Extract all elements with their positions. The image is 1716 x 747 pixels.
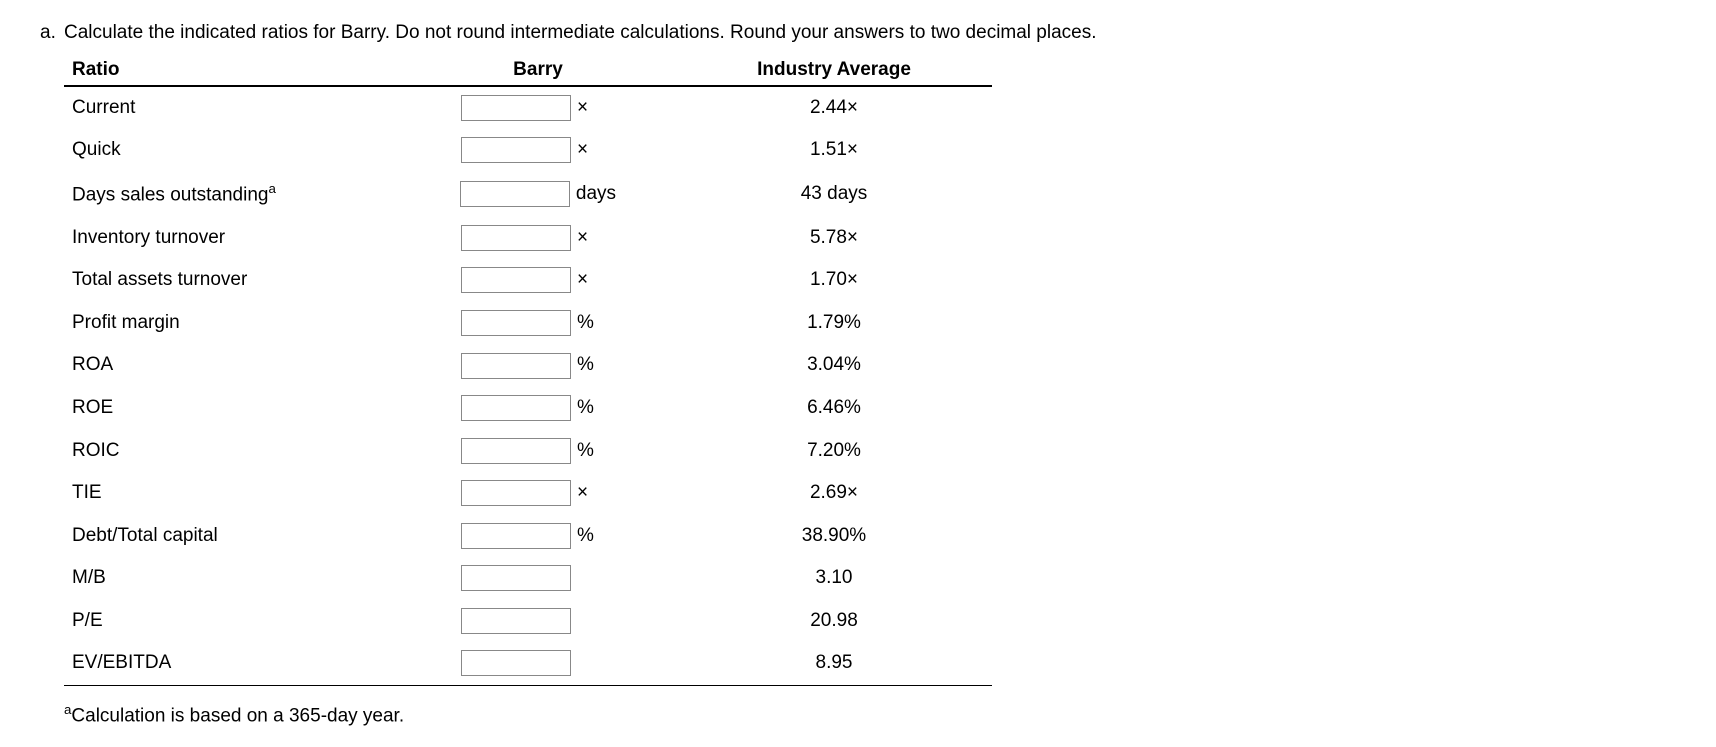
ratio-label: Days sales outstandinga: [64, 172, 400, 217]
table-row: Debt/Total capital% 38.90%: [64, 515, 992, 558]
ratio-label: P/E: [64, 600, 400, 642]
barry-input[interactable]: [461, 565, 571, 591]
ratio-label: TIE: [64, 472, 400, 515]
barry-cell: ×: [400, 86, 676, 130]
header-barry: Barry: [400, 55, 676, 86]
question-instruction: a.Calculate the indicated ratios for Bar…: [40, 20, 1676, 47]
ratio-label: M/B: [64, 557, 400, 599]
table-row: Quick × 1.51×: [64, 129, 992, 172]
barry-cell: %: [400, 344, 676, 387]
barry-input[interactable]: [461, 310, 571, 336]
industry-value: 2.44×: [676, 86, 992, 130]
table-row: Current × 2.44×: [64, 86, 992, 130]
ratio-label: ROE: [64, 387, 400, 430]
instruction-text: Calculate the indicated ratios for Barry…: [64, 22, 1097, 43]
barry-input[interactable]: [461, 438, 571, 464]
table-row: TIE × 2.69×: [64, 472, 992, 515]
barry-unit: ×: [577, 478, 615, 508]
ratio-label: EV/EBITDA: [64, 642, 400, 685]
barry-unit: ×: [577, 223, 615, 253]
industry-value: 6.46%: [676, 387, 992, 430]
table-row: ROIC% 7.20%: [64, 430, 992, 473]
industry-value: 1.51×: [676, 129, 992, 172]
barry-cell: [400, 557, 676, 599]
table-row: Inventory turnover × 5.78×: [64, 217, 992, 260]
table-row: ROA% 3.04%: [64, 344, 992, 387]
industry-value: 2.69×: [676, 472, 992, 515]
barry-input[interactable]: [460, 181, 570, 207]
barry-cell: %: [400, 302, 676, 345]
industry-value: 3.10: [676, 557, 992, 599]
industry-value: 3.04%: [676, 344, 992, 387]
barry-input[interactable]: [461, 608, 571, 634]
ratio-label: Profit margin: [64, 302, 400, 345]
ratio-label: Current: [64, 86, 400, 130]
industry-value: 7.20%: [676, 430, 992, 473]
barry-cell: [400, 642, 676, 685]
barry-unit: %: [577, 350, 615, 380]
ratio-label: Debt/Total capital: [64, 515, 400, 558]
industry-value: 8.95: [676, 642, 992, 685]
ratio-label: Inventory turnover: [64, 217, 400, 260]
barry-input[interactable]: [461, 353, 571, 379]
table-bottom-rule: [64, 685, 992, 686]
barry-input[interactable]: [461, 395, 571, 421]
table-row: Profit margin% 1.79%: [64, 302, 992, 345]
barry-cell: [400, 600, 676, 642]
barry-unit: days: [576, 179, 616, 209]
barry-unit: %: [577, 308, 615, 338]
barry-cell: ×: [400, 129, 676, 172]
barry-input[interactable]: [461, 523, 571, 549]
barry-unit: ×: [577, 135, 615, 165]
ratio-label: Total assets turnover: [64, 259, 400, 302]
barry-cell: ×: [400, 472, 676, 515]
barry-cell: days: [400, 172, 676, 217]
barry-input[interactable]: [461, 95, 571, 121]
industry-value: 43 days: [676, 172, 992, 217]
footnote-text: Calculation is based on a 365-day year.: [71, 705, 404, 726]
industry-value: 20.98: [676, 600, 992, 642]
table-row: M/B 3.10: [64, 557, 992, 599]
barry-unit: ×: [577, 93, 615, 123]
barry-unit: %: [577, 393, 615, 423]
barry-input[interactable]: [461, 137, 571, 163]
barry-input[interactable]: [461, 267, 571, 293]
barry-unit: %: [577, 436, 615, 466]
table-row: Days sales outstandinga days 43 days: [64, 172, 992, 217]
industry-value: 1.70×: [676, 259, 992, 302]
industry-value: 5.78×: [676, 217, 992, 260]
question-marker: a.: [40, 20, 64, 47]
ratio-label: ROA: [64, 344, 400, 387]
ratio-table: Ratio Barry Industry Average Current × 2.4…: [64, 55, 992, 686]
barry-cell: ×: [400, 259, 676, 302]
barry-cell: %: [400, 387, 676, 430]
table-row: ROE% 6.46%: [64, 387, 992, 430]
barry-unit: ×: [577, 265, 615, 295]
ratio-label: ROIC: [64, 430, 400, 473]
barry-cell: %: [400, 515, 676, 558]
barry-unit: %: [577, 521, 615, 551]
ratio-label-sup: a: [268, 181, 275, 196]
barry-input[interactable]: [461, 650, 571, 676]
table-row: Total assets turnover × 1.70×: [64, 259, 992, 302]
barry-input[interactable]: [461, 480, 571, 506]
table-row: P/E 20.98: [64, 600, 992, 642]
footnote: aCalculation is based on a 365-day year.: [64, 702, 1676, 727]
industry-value: 1.79%: [676, 302, 992, 345]
barry-cell: ×: [400, 217, 676, 260]
ratio-label: Quick: [64, 129, 400, 172]
header-ratio: Ratio: [64, 55, 400, 86]
barry-cell: %: [400, 430, 676, 473]
barry-input[interactable]: [461, 225, 571, 251]
header-industry: Industry Average: [676, 55, 992, 86]
industry-value: 38.90%: [676, 515, 992, 558]
table-row: EV/EBITDA 8.95: [64, 642, 992, 685]
